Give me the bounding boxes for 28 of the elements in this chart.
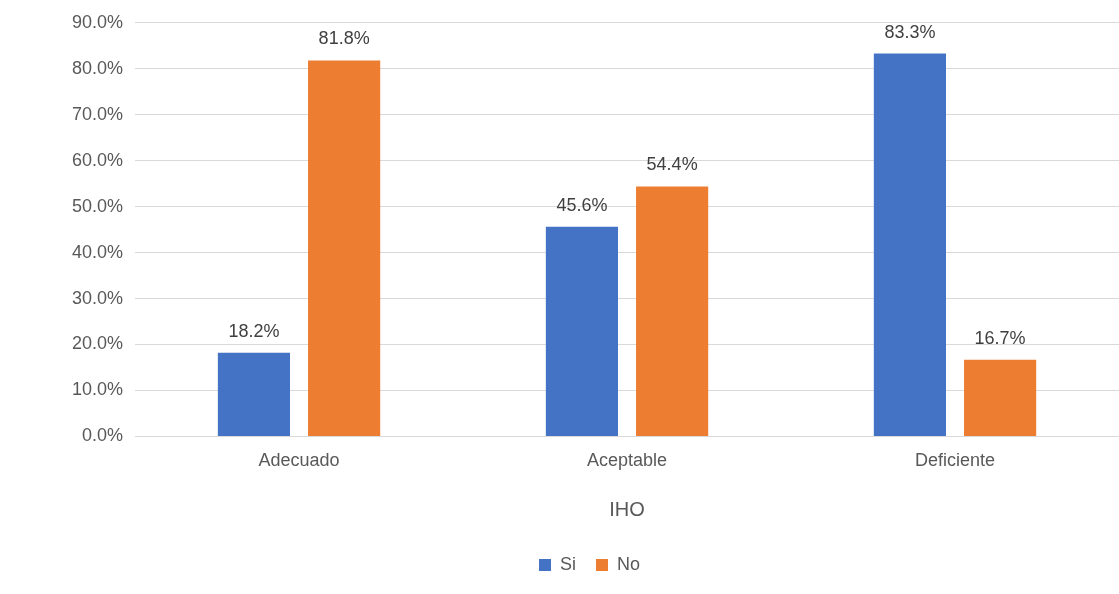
data-label: 45.6%: [556, 194, 608, 215]
y-tick-label: 60.0%: [71, 149, 124, 170]
y-tick-label: 50.0%: [71, 195, 124, 216]
legend-label: No: [617, 553, 641, 574]
y-tick-label: 20.0%: [71, 333, 124, 354]
y-tick-label: 70.0%: [71, 103, 124, 124]
legend-label: Si: [559, 553, 577, 574]
data-label: 16.7%: [974, 327, 1026, 348]
data-label: 83.3%: [884, 21, 936, 42]
y-tick-label: 40.0%: [71, 241, 124, 262]
y-tick-label: 30.0%: [71, 287, 124, 308]
bar: [964, 359, 1037, 436]
data-label: 18.2%: [228, 320, 280, 341]
y-tick-label: 80.0%: [71, 57, 124, 78]
data-label: 54.4%: [646, 154, 698, 175]
y-tick-label: 0.0%: [82, 425, 124, 446]
x-tick-label: Aceptable: [586, 450, 668, 471]
x-axis-title: IHO: [609, 497, 645, 520]
x-tick-label: Adecuado: [258, 450, 340, 471]
y-tick-label: 10.0%: [71, 379, 124, 400]
bar: [545, 226, 618, 436]
y-tick-label: 90.0%: [71, 11, 124, 32]
data-label: 81.8%: [318, 28, 370, 49]
bar: [308, 60, 381, 436]
bar: [217, 352, 291, 436]
x-tick-label: Deficiente: [914, 450, 996, 471]
bar: [873, 53, 946, 436]
bar: [636, 186, 709, 436]
